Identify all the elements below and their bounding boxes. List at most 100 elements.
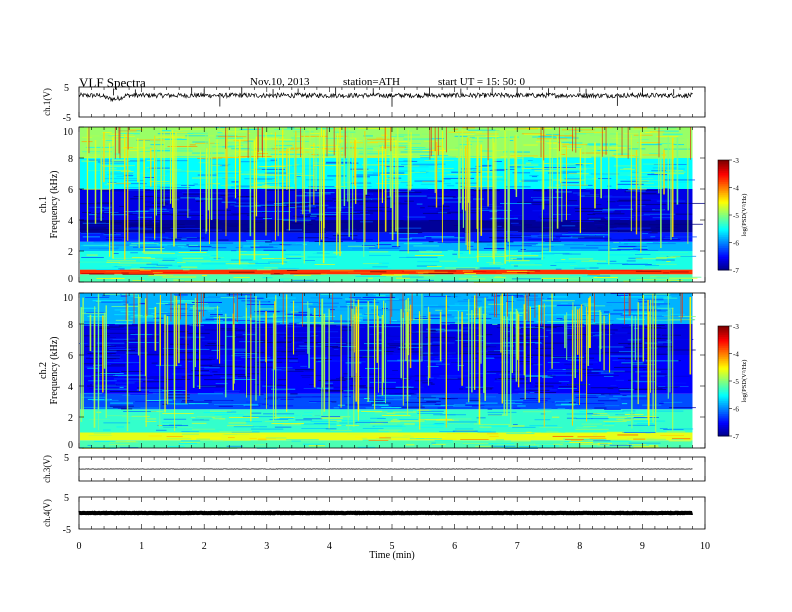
sp2-colorbar-cell bbox=[718, 373, 729, 376]
sp1-colorbar-cell bbox=[718, 185, 729, 188]
sp2-colorbar-cell bbox=[718, 410, 729, 413]
ch1-ytick-neg5: -5 bbox=[63, 113, 71, 124]
x-tick-label-9: 9 bbox=[640, 541, 645, 552]
sp1-colorbar-cell bbox=[718, 209, 729, 212]
sp2-colorbar-cell bbox=[718, 421, 729, 424]
sp1-colorbar-cell bbox=[718, 255, 729, 258]
sp2-band-0 bbox=[80, 440, 693, 448]
sp2-colorbar-cell bbox=[718, 333, 729, 336]
sp2-ytick-2: 2 bbox=[68, 413, 73, 424]
sp1-band-3 bbox=[80, 241, 693, 251]
sp2-colorbar-cell bbox=[718, 430, 729, 433]
sp1-colorbar-cell bbox=[718, 211, 729, 214]
sp1-colorbar-cell bbox=[718, 163, 729, 166]
sp1-colorbar-cell bbox=[718, 207, 729, 210]
sp1-colorbar-cell bbox=[718, 167, 729, 170]
date-label: Nov.10, 2013 bbox=[250, 76, 310, 88]
sp1-ytick-8: 8 bbox=[68, 154, 73, 165]
sp1-colorbar-cell bbox=[718, 240, 729, 243]
sp2-colorbar-cell bbox=[718, 348, 729, 351]
sp2-colorbar-label--7: -7 bbox=[733, 433, 739, 441]
sp2-colorbar-cell bbox=[718, 432, 729, 435]
sp2-colorbar-cell bbox=[718, 408, 729, 411]
sp2-colorbar-cell bbox=[718, 346, 729, 349]
sp2-colorbar-cell bbox=[718, 337, 729, 340]
sp2-colorbar-cell bbox=[718, 353, 729, 356]
x-tick-label-8: 8 bbox=[577, 541, 582, 552]
sp1-colorbar-label--5: -5 bbox=[733, 212, 739, 220]
sp1-colorbar-cell bbox=[718, 196, 729, 199]
sp1-ytick-0: 0 bbox=[68, 274, 73, 285]
sp2-colorbar-cell bbox=[718, 360, 729, 364]
sp2-heatmap bbox=[79, 293, 696, 449]
sp1-colorbar-cell bbox=[718, 161, 729, 165]
sp1-colorbar-cell bbox=[718, 253, 729, 256]
sp1-colorbar-cell bbox=[718, 171, 729, 174]
sp1-colorbar-cell bbox=[718, 189, 729, 192]
sp1-ytick-4: 4 bbox=[68, 216, 73, 227]
sp2-colorbar-cell bbox=[718, 344, 729, 347]
x-tick-label-10: 10 bbox=[700, 541, 710, 552]
sp1-colorbar-cell bbox=[718, 222, 729, 225]
sp1-colorbar-cell bbox=[718, 191, 729, 194]
sp2-colorbar-cell bbox=[718, 388, 729, 391]
sp2-colorbar-cell bbox=[718, 366, 729, 369]
sp2-colorbar-cell bbox=[718, 382, 729, 386]
sp1-colorbar-cell bbox=[718, 231, 729, 234]
sp1-ylabel-1: Frequency (kHz) bbox=[49, 170, 60, 238]
sp2-colorbar-cell bbox=[718, 401, 729, 404]
ch4-ytick-5: 5 bbox=[64, 493, 69, 504]
sp2-colorbar-cell bbox=[718, 379, 729, 382]
sp2-colorbar-cell bbox=[718, 423, 729, 426]
sp2-colorbar-cell bbox=[718, 362, 729, 365]
x-tick-label-4: 4 bbox=[327, 541, 332, 552]
sp2-colorbar-cell bbox=[718, 342, 729, 345]
sp1-colorbar-cell bbox=[718, 238, 729, 242]
sp2-colorbar-cell bbox=[718, 414, 729, 417]
ch1-ylabel: ch.1(V) bbox=[42, 88, 52, 116]
sp2-colorbar-cell bbox=[718, 364, 729, 367]
sp2-colorbar-label--6: -6 bbox=[733, 406, 739, 414]
sp2-colorbar-cell bbox=[718, 434, 729, 437]
sp1-colorbar-cell bbox=[718, 218, 729, 221]
x-tick-label-7: 7 bbox=[515, 541, 520, 552]
ch1-trace bbox=[78, 91, 693, 103]
sp1-heatmap bbox=[79, 127, 705, 283]
sp1-colorbar-cell bbox=[718, 172, 729, 176]
sp2-colorbar-label--5: -5 bbox=[733, 378, 739, 386]
sp2-colorbar-label--3: -3 bbox=[733, 323, 739, 331]
sp2-ytick-4: 4 bbox=[68, 382, 73, 393]
plot-title: VLF Spectra bbox=[79, 75, 146, 90]
sp2-colorbar-cell bbox=[718, 335, 729, 338]
sp2-ytick-6: 6 bbox=[68, 351, 73, 362]
sp1-colorbar-cell bbox=[718, 251, 729, 254]
sp1-colorbar-cell bbox=[718, 178, 729, 181]
sp1-colorbar-cell bbox=[718, 260, 729, 264]
sp2-colorbar-cell bbox=[718, 384, 729, 387]
sp1-colorbar-cell bbox=[718, 266, 729, 269]
sp1-colorbar-cell bbox=[718, 242, 729, 245]
sp2-colorbar-cell bbox=[718, 386, 729, 389]
sp2-colorbar-cell bbox=[718, 392, 729, 395]
sp1-colorbar-label--4: -4 bbox=[733, 185, 739, 193]
sp1-colorbar-cell bbox=[718, 160, 729, 163]
sp2-colorbar-cell bbox=[718, 399, 729, 402]
x-axis-label: Time (min) bbox=[369, 550, 414, 561]
sp1-colorbar-label--3: -3 bbox=[733, 157, 739, 165]
sp1-colorbar-cell bbox=[718, 202, 729, 205]
sp2-colorbar-cell bbox=[718, 375, 729, 378]
sp1-colorbar-cell bbox=[718, 249, 729, 253]
sp1-colorbar-cell bbox=[718, 237, 729, 240]
sp1-band-0 bbox=[80, 274, 693, 282]
sp2-colorbar-cell bbox=[718, 359, 729, 362]
ch3-ytick-5: 5 bbox=[64, 453, 69, 464]
sp1-colorbar-cell bbox=[718, 244, 729, 247]
sp1-colorbar-cell bbox=[718, 165, 729, 168]
sp2-colorbar-cell bbox=[718, 370, 729, 373]
sp1-colorbar-cell bbox=[718, 216, 729, 220]
sp1-colorbar-cell bbox=[718, 246, 729, 249]
sp2-ylabel-1: Frequency (kHz) bbox=[49, 336, 60, 404]
sp1-colorbar-cell bbox=[718, 257, 729, 260]
sp1-colorbar-label--6: -6 bbox=[733, 240, 739, 248]
sp2-colorbar-cell bbox=[718, 395, 729, 398]
